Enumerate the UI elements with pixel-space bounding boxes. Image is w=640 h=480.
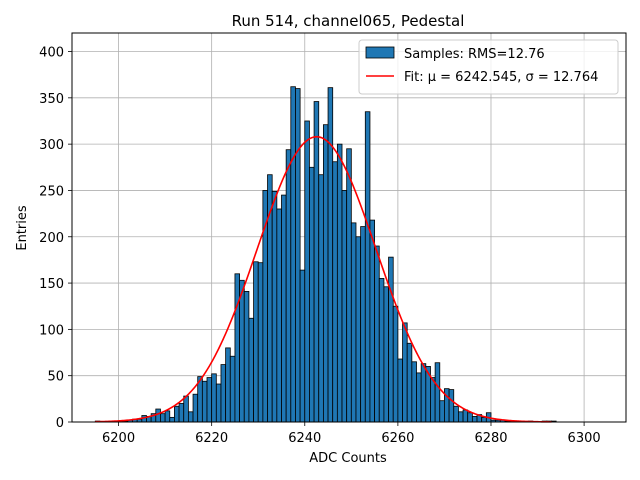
histogram-bar bbox=[448, 389, 455, 423]
histogram-bar bbox=[374, 245, 380, 423]
histogram-bar bbox=[327, 87, 334, 423]
histogram-bar bbox=[234, 273, 240, 423]
histogram-bar bbox=[402, 322, 408, 423]
histogram-bar bbox=[416, 372, 422, 423]
histogram-bar bbox=[299, 269, 306, 423]
histogram-bar bbox=[276, 208, 282, 423]
histogram-bar bbox=[332, 161, 338, 423]
x-tick-label: 6260 bbox=[381, 431, 414, 446]
histogram-bar bbox=[211, 373, 217, 423]
y-tick-label: 250 bbox=[39, 184, 64, 199]
histogram-bar bbox=[304, 120, 310, 423]
y-tick-label: 150 bbox=[39, 277, 64, 292]
x-axis-ticks: 6200 6220 6240 6260 6280 6300 bbox=[102, 422, 601, 446]
histogram-bar bbox=[453, 405, 459, 423]
histogram-bar bbox=[253, 261, 259, 423]
histogram-bar bbox=[281, 194, 287, 423]
x-tick-label: 6280 bbox=[474, 431, 507, 446]
histogram-bar bbox=[392, 305, 399, 423]
y-tick-label: 50 bbox=[47, 370, 64, 385]
y-tick-label: 350 bbox=[39, 92, 64, 107]
histogram-bar bbox=[192, 393, 199, 423]
chart-title: Run 514, channel065, Pedestal bbox=[232, 12, 465, 30]
histogram-bar bbox=[160, 413, 166, 423]
histogram-bar bbox=[309, 166, 315, 423]
histogram-bar bbox=[206, 377, 213, 423]
histogram-bar bbox=[215, 383, 222, 423]
histogram-bar bbox=[178, 403, 185, 423]
histogram-bar bbox=[174, 405, 180, 423]
fit-curve bbox=[95, 135, 552, 423]
x-tick-label: 6200 bbox=[102, 431, 135, 446]
histogram-bar bbox=[295, 88, 301, 423]
y-tick-label: 100 bbox=[39, 323, 64, 338]
y-tick-label: 0 bbox=[56, 416, 64, 431]
histogram-bar bbox=[225, 347, 231, 423]
histogram-bar bbox=[346, 148, 352, 423]
histogram-bar bbox=[169, 416, 175, 423]
histogram-bar bbox=[201, 380, 208, 423]
legend-box bbox=[358, 39, 619, 95]
histogram-bar bbox=[248, 317, 254, 423]
histogram-bar bbox=[322, 124, 329, 423]
histogram-bar bbox=[229, 355, 236, 423]
y-axis-ticks: 0 50 100 150 200 250 300 350 400 bbox=[39, 46, 72, 431]
y-tick-label: 400 bbox=[39, 46, 64, 61]
x-axis-label: ADC Counts bbox=[309, 451, 387, 466]
histogram-bar bbox=[383, 286, 389, 423]
histogram-bar bbox=[388, 256, 394, 423]
histogram-bar bbox=[220, 364, 227, 423]
histogram-bar bbox=[285, 149, 292, 423]
histogram-bar bbox=[336, 143, 343, 423]
histogram-bar bbox=[350, 222, 357, 423]
histogram-bar bbox=[471, 416, 478, 423]
histogram-bar bbox=[364, 111, 371, 423]
histogram-bar bbox=[183, 395, 189, 423]
x-tick-label: 6300 bbox=[568, 431, 601, 446]
y-tick-label: 200 bbox=[39, 231, 64, 246]
plot-frame bbox=[71, 32, 627, 423]
legend-histogram-swatch bbox=[365, 46, 395, 59]
x-tick-label: 6240 bbox=[288, 431, 321, 446]
histogram-bar bbox=[378, 278, 385, 423]
histogram-bar bbox=[467, 412, 473, 423]
histogram-bar bbox=[290, 86, 296, 423]
histogram-bar bbox=[439, 400, 445, 423]
histogram-bar bbox=[411, 361, 417, 423]
histogram-bar bbox=[406, 342, 413, 423]
x-tick-label: 6220 bbox=[195, 431, 228, 446]
legend-fit-label: Fit: μ = 6242.545, σ = 12.764 bbox=[404, 70, 598, 85]
legend: Samples: RMS=12.76 Fit: μ = 6242.545, σ … bbox=[358, 39, 619, 95]
histogram-bar bbox=[458, 411, 464, 423]
histogram-bar bbox=[430, 377, 436, 423]
histogram-bar bbox=[239, 279, 245, 423]
histogram-bar bbox=[341, 190, 348, 423]
y-tick-label: 300 bbox=[39, 138, 64, 153]
histogram-bar bbox=[243, 291, 250, 423]
legend-histogram-label: Samples: RMS=12.76 bbox=[404, 47, 545, 62]
histogram-bar bbox=[164, 410, 171, 423]
histogram-bar bbox=[360, 226, 366, 423]
histogram-bar bbox=[462, 409, 469, 423]
histogram-bar bbox=[187, 411, 194, 423]
y-axis-label: Entries bbox=[15, 205, 30, 251]
histogram-bar bbox=[420, 363, 427, 423]
histogram-bar bbox=[155, 408, 161, 423]
histogram-bar bbox=[318, 174, 324, 423]
histogram-bar bbox=[313, 101, 320, 423]
histogram-bar bbox=[434, 362, 441, 423]
histogram-bar bbox=[397, 358, 403, 423]
histogram-bar bbox=[481, 416, 487, 423]
histogram-bar bbox=[355, 236, 362, 423]
histogram-bar bbox=[369, 219, 376, 423]
histogram-bar bbox=[271, 190, 278, 423]
histogram-bar bbox=[257, 262, 264, 423]
